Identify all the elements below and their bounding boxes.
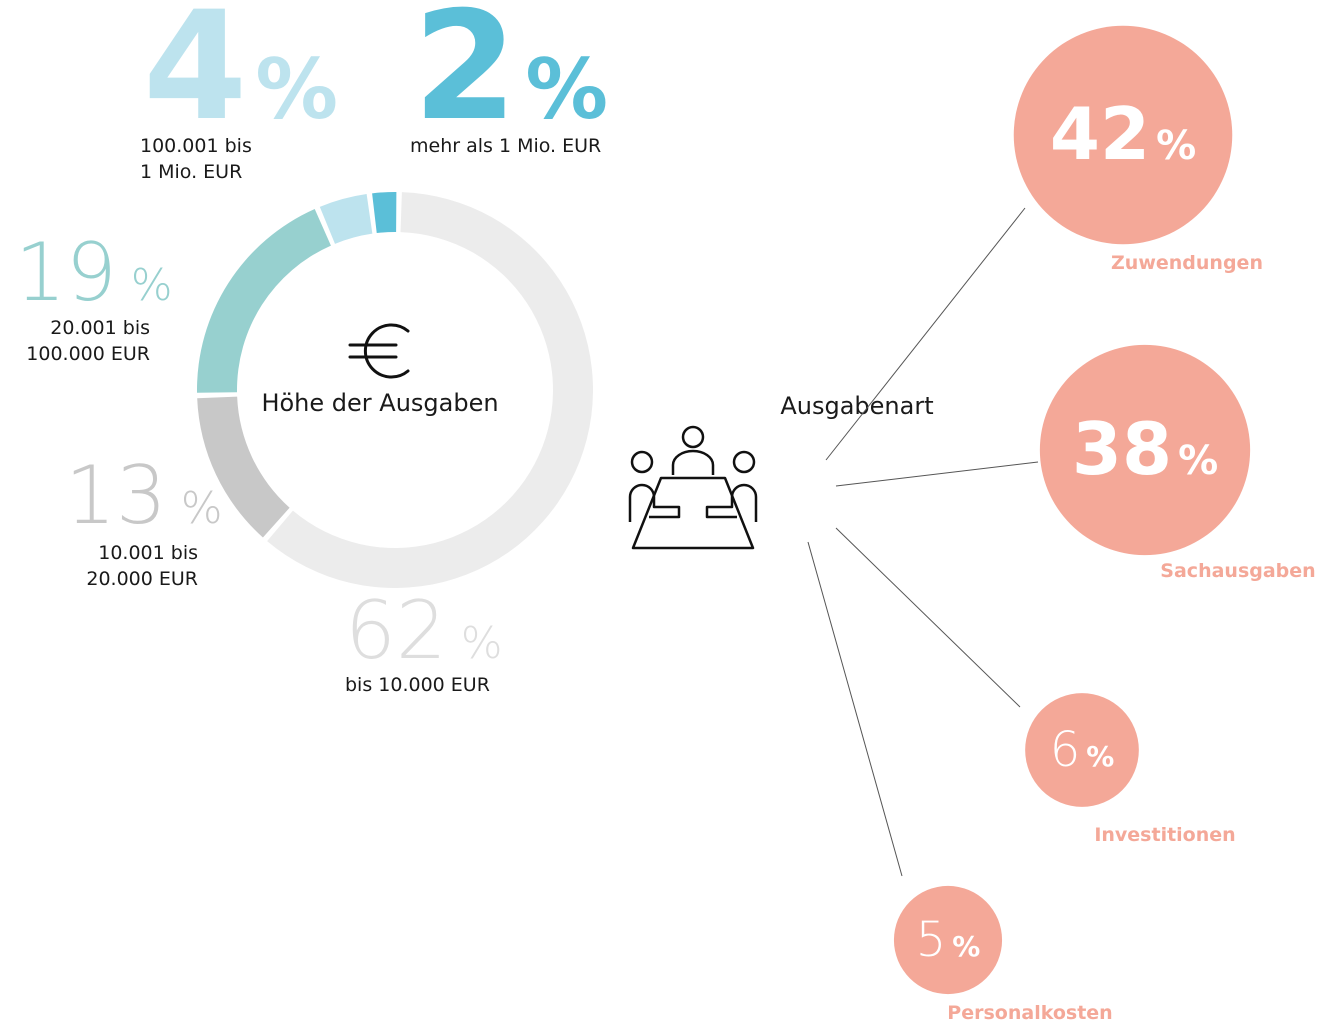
connector-line <box>835 461 1039 487</box>
segment-category-label: 100.001 bis 1 Mio. EUR <box>140 135 252 183</box>
bubble-title: Ausgabenart <box>780 392 933 420</box>
segment-value-label: 62% <box>345 584 503 677</box>
donut-title: Höhe der Ausgaben <box>261 389 498 417</box>
bubble <box>1039 344 1251 556</box>
value-unit: % <box>131 260 173 311</box>
bubble-value-label: 38% <box>1072 407 1218 491</box>
segment-category-label: mehr als 1 Mio. EUR <box>410 135 602 157</box>
value-number: 5 <box>916 912 947 968</box>
value-unit: % <box>525 42 608 138</box>
segment-value-label: 2% <box>413 0 608 154</box>
value-number: 2 <box>413 0 511 154</box>
segment-category-label: 20.001 bis 100.000 EUR <box>26 317 150 365</box>
value-number: 6 <box>1050 722 1081 778</box>
value-number: 38 <box>1072 407 1172 491</box>
segment-value-label: 13% <box>65 449 223 542</box>
value-unit: % <box>1178 438 1218 484</box>
segment-category-label: bis 10.000 EUR <box>345 674 490 696</box>
bubble-category-label: Sachausgaben <box>1160 560 1315 582</box>
value-unit: % <box>1156 123 1196 169</box>
donut-segment <box>197 209 331 393</box>
segment-value-label: 19% <box>15 226 173 319</box>
connector-line <box>807 541 903 877</box>
connector-line <box>835 527 1021 708</box>
donut-segment <box>319 194 373 244</box>
donut-segment <box>197 396 290 538</box>
value-unit: % <box>952 930 980 963</box>
euro-icon <box>348 323 410 379</box>
bubble-category-label: Zuwendungen <box>1111 252 1263 274</box>
meeting-icon <box>628 425 758 550</box>
bubble <box>1025 693 1139 807</box>
value-number: 13 <box>65 449 167 542</box>
segment-category-label: 10.001 bis 20.000 EUR <box>86 542 198 590</box>
value-unit: % <box>181 483 223 534</box>
bubble-category-label: Investitionen <box>1094 824 1235 846</box>
value-number: 42 <box>1050 92 1150 176</box>
bubble-category-label: Personalkosten <box>947 1002 1112 1024</box>
value-number: 62 <box>345 584 447 677</box>
value-unit: % <box>255 42 338 138</box>
donut-segment <box>267 192 594 589</box>
segment-value-label: 4% <box>143 0 338 154</box>
value-unit: % <box>1086 740 1114 773</box>
value-number: 19 <box>15 226 117 319</box>
bubble-value-label: 6% <box>1050 722 1115 778</box>
bubble <box>893 885 1003 995</box>
value-unit: % <box>461 618 503 669</box>
donut-segment <box>372 192 397 234</box>
bubble-value-label: 42% <box>1050 92 1196 176</box>
bubble-value-label: 5% <box>916 912 981 968</box>
bubble <box>1013 25 1233 245</box>
value-number: 4 <box>143 0 241 154</box>
connector-line <box>825 207 1026 461</box>
